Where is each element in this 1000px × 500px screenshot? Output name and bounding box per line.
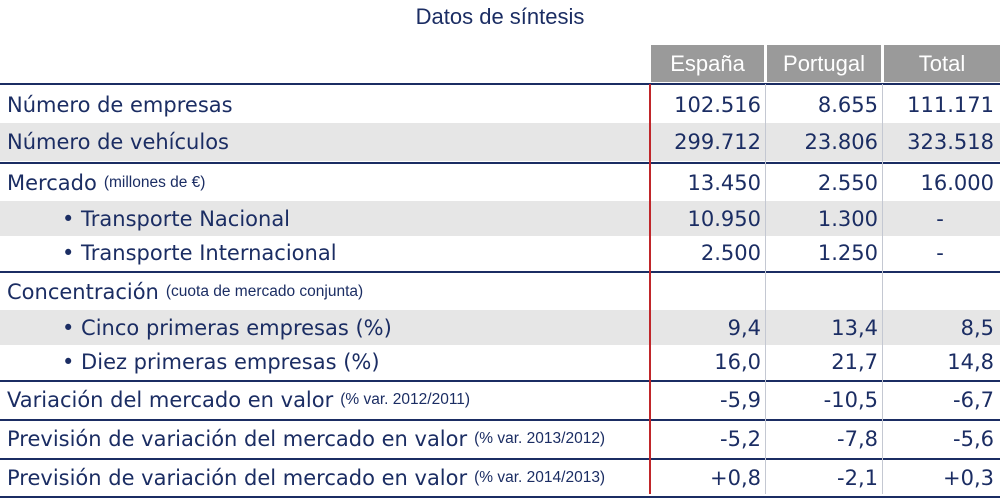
table-row-numero-vehiculos: Número de vehículos 299.712 23.806 323.5… [0, 123, 1000, 161]
value-espana: 299.712 [674, 130, 761, 154]
value-portugal: 21,7 [831, 350, 878, 374]
divider [0, 162, 1000, 164]
value-total: 16.000 [920, 171, 994, 195]
row-label: Mercado (millones de €) [7, 171, 206, 195]
value-portugal: -10,5 [823, 388, 878, 412]
divider [0, 83, 1000, 85]
value-portugal [767, 274, 878, 310]
table-row-diez-primeras: • Diez primeras empresas (%) 16,0 21,7 1… [0, 345, 1000, 379]
row-label: Número de empresas [7, 92, 233, 117]
table-row-prevision-2013: Previsión de variación del mercado en va… [0, 421, 1000, 457]
table-row-concentracion: Concentración (cuota de mercado conjunta) [0, 274, 1000, 310]
table-row-mercado: Mercado (millones de €) 13.450 2.550 16.0… [0, 165, 1000, 201]
table-row-numero-empresas: Número de empresas 102.516 8.655 111.171 [0, 86, 1000, 123]
row-label: Variación del mercado en valor (% var. 20… [7, 388, 471, 412]
row-label: Previsión de variación del mercado en va… [7, 427, 606, 451]
value-total: 14,8 [947, 350, 994, 374]
column-header-portugal: Portugal [767, 45, 881, 82]
value-espana: -5,9 [720, 388, 761, 412]
table-title: Datos de síntesis [415, 4, 585, 29]
value-total: +0,3 [943, 466, 994, 490]
value-portugal: 2.550 [817, 171, 878, 195]
value-portugal: -7,8 [837, 427, 878, 451]
value-total: - [936, 241, 944, 265]
table-row-variacion-mercado: Variación del mercado en valor (% var. 20… [0, 382, 1000, 418]
value-portugal: 8.655 [817, 92, 878, 117]
row-label: Previsión de variación del mercado en va… [7, 466, 606, 490]
value-espana: 2.500 [700, 241, 761, 265]
value-portugal: -2,1 [837, 466, 878, 490]
value-total: -6,7 [953, 388, 994, 412]
column-divider-red [649, 84, 651, 494]
value-espana: -5,2 [720, 427, 761, 451]
row-label: Número de vehículos [7, 130, 229, 154]
column-header-total: Total [884, 45, 1000, 82]
table-row-transporte-nacional: • Transporte Nacional 10.950 1.300 - [0, 201, 1000, 236]
divider [0, 496, 1000, 498]
value-portugal: 1.250 [817, 241, 878, 265]
value-espana: 16,0 [714, 350, 761, 374]
value-total: 111.171 [907, 92, 994, 117]
row-label: • Cinco primeras empresas (%) [62, 315, 392, 340]
value-espana: 9,4 [727, 315, 761, 340]
column-header-espana: España [651, 45, 764, 82]
divider [0, 419, 1000, 421]
divider [0, 271, 1000, 273]
value-espana: 10.950 [687, 206, 761, 231]
value-total: - [936, 206, 944, 231]
value-total: 323.518 [907, 130, 994, 154]
value-portugal: 1.300 [817, 206, 878, 231]
value-espana: 13.450 [687, 171, 761, 195]
table-row-transporte-internacional: • Transporte Internacional 2.500 1.250 - [0, 236, 1000, 270]
value-total [884, 274, 994, 310]
table-row-cinco-primeras: • Cinco primeras empresas (%) 9,4 13,4 8… [0, 310, 1000, 345]
value-total: 8,5 [960, 315, 994, 340]
row-label: • Transporte Nacional [62, 206, 291, 231]
value-espana [651, 274, 761, 310]
value-total: -5,6 [953, 427, 994, 451]
value-portugal: 23.806 [804, 130, 878, 154]
table-row-prevision-2014: Previsión de variación del mercado en va… [0, 460, 1000, 496]
divider [0, 380, 1000, 382]
column-divider [882, 84, 883, 494]
value-espana: 102.516 [674, 92, 761, 117]
row-label: • Diez primeras empresas (%) [62, 350, 380, 374]
value-portugal: 13,4 [831, 315, 878, 340]
value-espana: +0,8 [710, 466, 761, 490]
row-label: • Transporte Internacional [62, 241, 337, 265]
row-label: Concentración (cuota de mercado conjunta) [7, 280, 364, 304]
divider [0, 458, 1000, 460]
column-divider [765, 84, 766, 494]
